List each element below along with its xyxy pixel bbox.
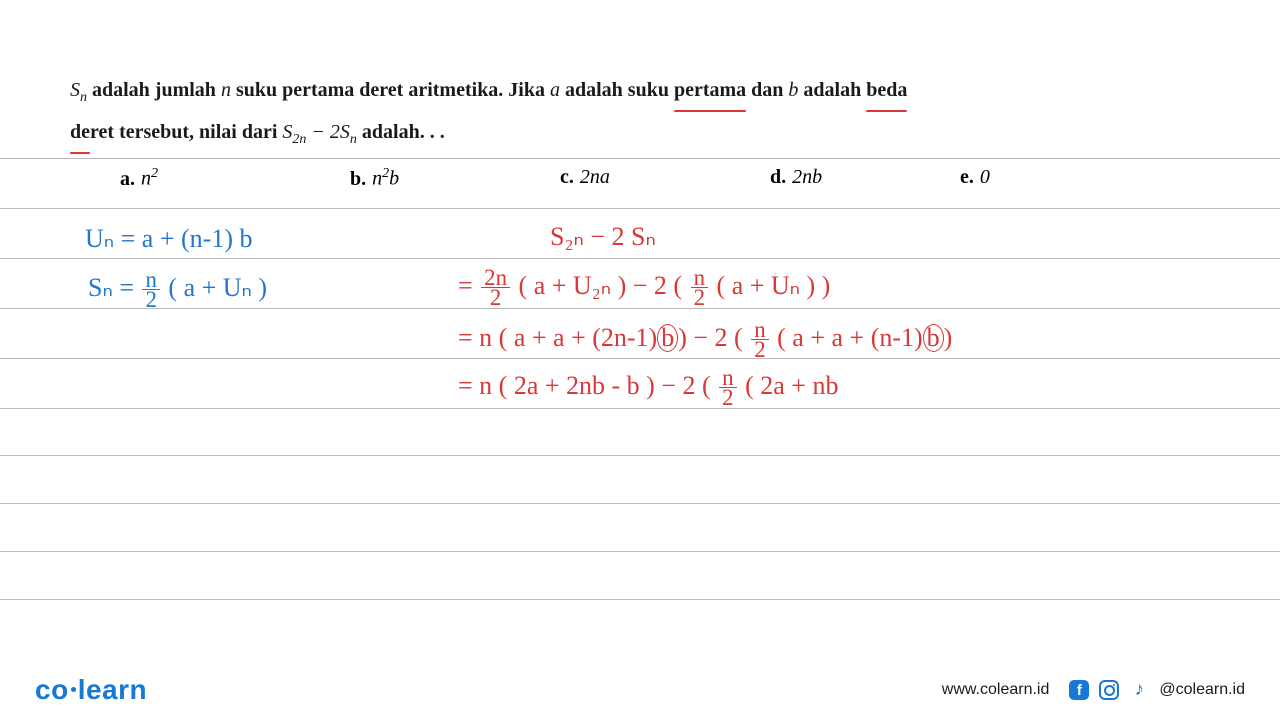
options-row: a. n2 b. n2b c. 2na d. 2nb e. 0 bbox=[70, 154, 1210, 201]
ruled-line bbox=[0, 258, 1280, 259]
page-root: Sn adalah jumlah n suku pertama deret ar… bbox=[0, 0, 1280, 720]
option-value: 2nb bbox=[792, 166, 822, 189]
facebook-icon[interactable]: f bbox=[1069, 680, 1089, 700]
option-letter: e. bbox=[960, 166, 974, 189]
option-e[interactable]: e. 0 bbox=[960, 166, 1040, 191]
hw-circled-b: b bbox=[923, 324, 944, 352]
q-text: adalah suku bbox=[560, 79, 674, 101]
sym-n: n bbox=[221, 79, 231, 101]
option-letter: c. bbox=[560, 166, 574, 189]
hw-text: = n ( a + a + (2n-1) bbox=[458, 323, 657, 352]
hw-text: ( a + Uₙ ) ) bbox=[717, 271, 831, 300]
ruled-line bbox=[0, 455, 1280, 456]
footer-right: www.colearn.id f ♪ @colearn.id bbox=[942, 680, 1245, 700]
hw-text: ( a + Uₙ ) bbox=[168, 273, 267, 302]
option-value: n2 bbox=[141, 166, 158, 191]
ruled-line bbox=[0, 208, 1280, 209]
option-b[interactable]: b. n2b bbox=[350, 166, 550, 191]
sym-sn: Sn bbox=[70, 79, 87, 101]
hw-blue-un: Uₙ = a + (n-1) b bbox=[85, 224, 252, 254]
q-text: adalah jumlah bbox=[87, 79, 221, 101]
ruled-line bbox=[0, 599, 1280, 600]
sym-sn2: Sn bbox=[340, 121, 357, 143]
footer-handle[interactable]: @colearn.id bbox=[1159, 681, 1245, 699]
ruled-line bbox=[0, 408, 1280, 409]
underlined-pertama: pertama bbox=[674, 70, 746, 110]
hw-red-line2: = 2n2 ( a + U₂ₙ ) − 2 ( n2 ( a + Uₙ ) ) bbox=[458, 268, 830, 308]
q-text: suku pertama deret aritmetika. Jika bbox=[231, 79, 550, 101]
q-text: deret bbox=[70, 121, 114, 143]
sym-b: b bbox=[788, 79, 798, 101]
option-value: 2na bbox=[580, 166, 610, 189]
hw-frac: n2 bbox=[751, 320, 768, 360]
hw-circled-b: b bbox=[657, 324, 678, 352]
option-a[interactable]: a. n2 bbox=[120, 166, 340, 191]
hw-text: ( a + U₂ₙ ) − 2 ( bbox=[519, 271, 689, 300]
footer: colearn www.colearn.id f ♪ @colearn.id bbox=[0, 660, 1280, 720]
hw-text: ) bbox=[944, 323, 953, 352]
question-area: Sn adalah jumlah n suku pertama deret ar… bbox=[0, 0, 1280, 201]
hw-text: ( a + a + (n-1) bbox=[771, 323, 923, 352]
option-d[interactable]: d. 2nb bbox=[770, 166, 950, 191]
ruled-line bbox=[0, 551, 1280, 552]
q-text: dan bbox=[746, 79, 788, 101]
instagram-icon[interactable] bbox=[1099, 680, 1119, 700]
hw-text: ) − 2 ( bbox=[678, 323, 749, 352]
logo-dot-icon bbox=[71, 687, 76, 692]
colearn-logo: colearn bbox=[35, 674, 147, 706]
hw-red-line4: = n ( 2a + 2nb - b ) − 2 ( n2 ( 2a + nb bbox=[458, 368, 838, 408]
q-text: adalah bbox=[798, 79, 866, 101]
footer-url[interactable]: www.colearn.id bbox=[942, 681, 1050, 699]
hw-text: Sₙ = bbox=[88, 273, 140, 302]
option-letter: b. bbox=[350, 168, 366, 191]
option-c[interactable]: c. 2na bbox=[560, 166, 760, 191]
option-letter: d. bbox=[770, 166, 786, 189]
hw-frac: n2 bbox=[691, 268, 708, 308]
hw-frac: 2n2 bbox=[481, 268, 510, 308]
hw-frac: n2 bbox=[719, 368, 736, 408]
hw-text: ( 2a + nb bbox=[745, 371, 838, 400]
q-text: − 2 bbox=[306, 121, 340, 143]
sym-a: a bbox=[550, 79, 560, 101]
logo-co: co bbox=[35, 674, 69, 705]
underlined-beda: beda bbox=[866, 70, 907, 110]
hw-blue-sn: Sₙ = n2 ( a + Uₙ ) bbox=[88, 270, 267, 310]
tiktok-icon[interactable]: ♪ bbox=[1129, 680, 1149, 700]
hw-text: = bbox=[458, 271, 479, 300]
q-text: adalah. . . bbox=[357, 121, 445, 143]
q-text: tersebut, nilai dari bbox=[114, 121, 282, 143]
hw-red-line3: = n ( a + a + (2n-1)b) − 2 ( n2 ( a + a … bbox=[458, 320, 952, 360]
hw-frac: n2 bbox=[142, 270, 159, 310]
question-line-1: Sn adalah jumlah n suku pertama deret ar… bbox=[70, 70, 1210, 112]
option-value: 0 bbox=[980, 166, 990, 189]
underlined-de: de bbox=[70, 112, 90, 152]
option-letter: a. bbox=[120, 168, 135, 191]
hw-red-title: S₂ₙ − 2 Sₙ bbox=[550, 222, 656, 252]
logo-learn: learn bbox=[78, 674, 147, 705]
sym-s2n: S2n bbox=[282, 121, 306, 143]
hw-text: = n ( 2a + 2nb - b ) − 2 ( bbox=[458, 371, 717, 400]
ruled-line bbox=[0, 158, 1280, 159]
ruled-line bbox=[0, 503, 1280, 504]
option-value: n2b bbox=[372, 166, 399, 191]
question-line-2: deret tersebut, nilai dari S2n − 2Sn ada… bbox=[70, 112, 1210, 154]
